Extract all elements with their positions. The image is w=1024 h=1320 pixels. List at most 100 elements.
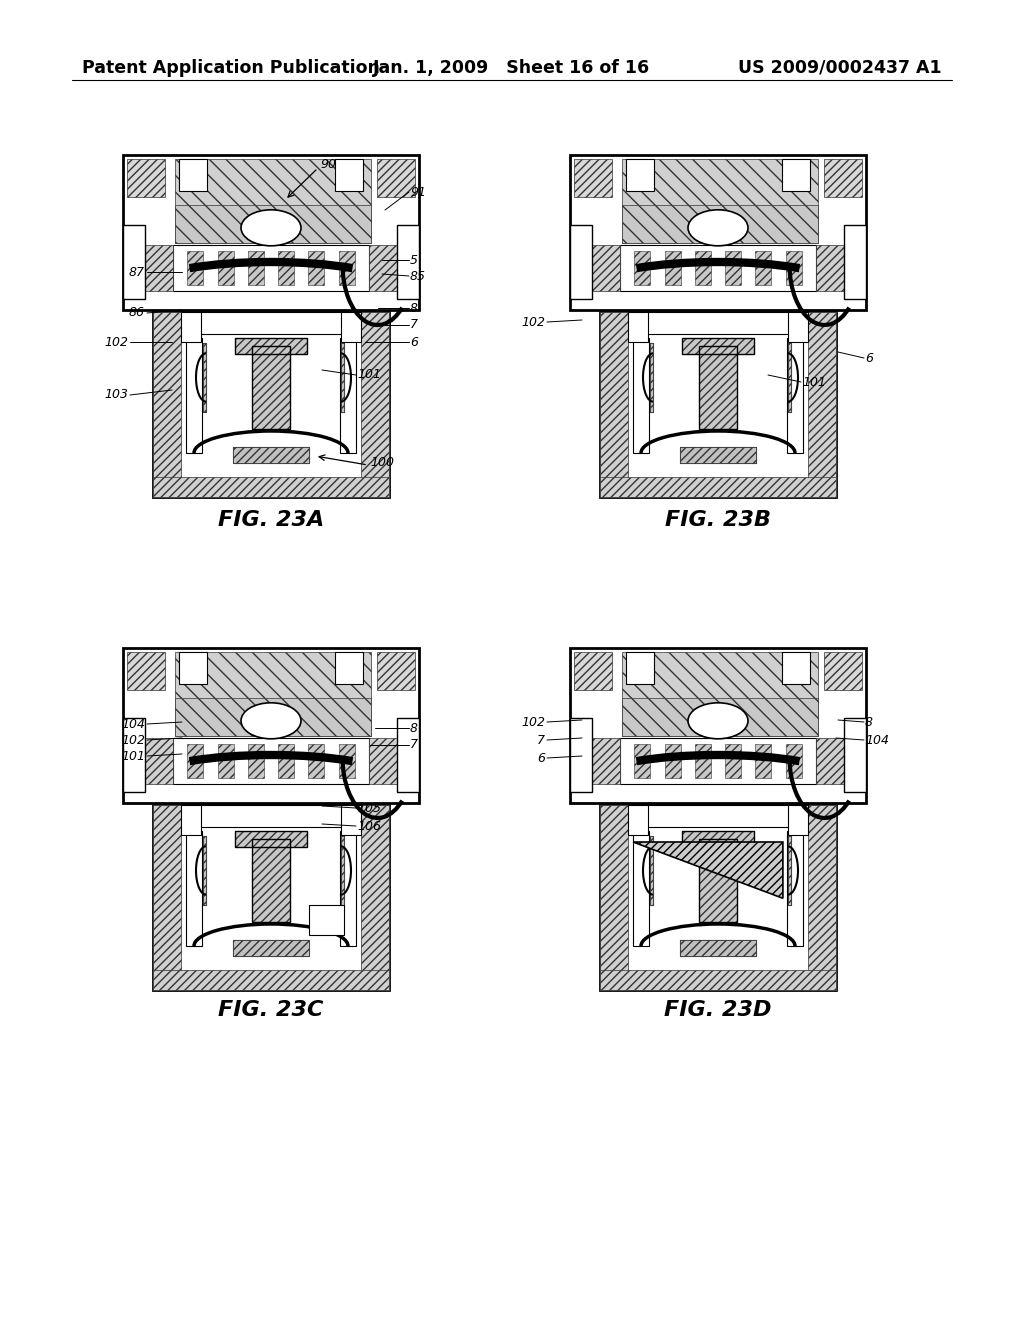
Bar <box>756 251 771 285</box>
Bar <box>234 832 307 847</box>
Bar <box>570 738 620 784</box>
Bar <box>680 940 756 956</box>
Text: FIG. 23B: FIG. 23B <box>665 510 771 531</box>
Bar <box>153 970 389 990</box>
Bar <box>646 805 790 828</box>
Bar <box>788 836 791 906</box>
Bar <box>123 246 173 290</box>
Bar <box>600 312 628 498</box>
Bar <box>699 840 737 921</box>
Bar <box>646 312 790 334</box>
Bar <box>340 832 356 946</box>
Bar <box>699 346 737 429</box>
Bar <box>397 718 419 792</box>
Text: 8: 8 <box>410 722 418 734</box>
Bar <box>153 312 389 498</box>
Bar <box>203 836 206 906</box>
Bar <box>123 154 419 310</box>
Bar <box>570 718 592 792</box>
Bar <box>620 246 816 290</box>
Bar <box>199 312 343 334</box>
Bar <box>187 251 204 285</box>
Bar <box>153 477 389 498</box>
Text: 5: 5 <box>410 253 418 267</box>
Bar <box>622 652 818 737</box>
Bar <box>782 158 810 191</box>
Bar <box>570 154 866 310</box>
Bar <box>570 648 866 803</box>
Text: 101: 101 <box>357 368 381 381</box>
Bar <box>633 832 649 946</box>
Bar <box>252 346 290 429</box>
Bar <box>816 738 866 784</box>
Bar <box>181 805 201 836</box>
Bar <box>680 447 756 463</box>
Bar <box>234 338 307 354</box>
Bar <box>123 648 419 803</box>
Bar <box>179 652 207 684</box>
Bar <box>622 698 818 737</box>
Bar <box>574 158 612 197</box>
Text: 104: 104 <box>121 718 145 730</box>
Bar <box>622 205 818 243</box>
Bar <box>234 338 307 354</box>
Text: 91: 91 <box>410 186 426 198</box>
Bar <box>816 246 866 290</box>
Bar <box>341 836 344 906</box>
Text: 86: 86 <box>129 306 145 319</box>
Text: 105: 105 <box>357 801 381 814</box>
Text: 8: 8 <box>865 715 873 729</box>
Ellipse shape <box>241 210 301 246</box>
Bar <box>175 652 371 737</box>
Bar <box>725 251 741 285</box>
Bar <box>341 343 344 412</box>
Bar <box>787 832 803 946</box>
Bar <box>682 338 754 354</box>
Text: Patent Application Publication: Patent Application Publication <box>82 59 380 77</box>
Bar <box>339 251 354 285</box>
Bar <box>756 744 771 777</box>
Bar <box>785 744 802 777</box>
Bar <box>175 158 371 243</box>
Bar <box>181 805 361 970</box>
Bar <box>173 246 369 290</box>
Bar <box>187 744 204 777</box>
Bar <box>620 738 816 784</box>
Bar <box>682 832 754 847</box>
Text: 101: 101 <box>121 750 145 763</box>
Text: 102: 102 <box>521 715 545 729</box>
Bar <box>341 343 344 412</box>
Bar <box>181 312 201 342</box>
Bar <box>279 744 294 777</box>
Text: 100: 100 <box>370 455 394 469</box>
Bar <box>788 312 808 342</box>
Bar <box>377 158 415 197</box>
Bar <box>628 805 648 836</box>
Bar <box>361 312 389 498</box>
Bar <box>203 343 206 412</box>
Bar <box>123 738 173 784</box>
Bar <box>217 251 233 285</box>
Bar <box>203 343 206 412</box>
Bar <box>308 251 325 285</box>
Text: 101: 101 <box>802 375 826 388</box>
Bar <box>788 343 791 412</box>
Bar <box>340 338 356 453</box>
Bar <box>570 224 592 300</box>
Bar <box>600 970 836 990</box>
Bar <box>699 346 737 429</box>
Text: 6: 6 <box>410 335 418 348</box>
Polygon shape <box>633 842 783 899</box>
Text: FIG. 23C: FIG. 23C <box>218 1001 324 1020</box>
Bar <box>234 832 307 847</box>
Text: Jan. 1, 2009   Sheet 16 of 16: Jan. 1, 2009 Sheet 16 of 16 <box>374 59 650 77</box>
Bar <box>695 251 711 285</box>
Bar <box>123 718 145 792</box>
Bar <box>844 718 866 792</box>
Bar <box>173 738 369 784</box>
Bar <box>787 338 803 453</box>
Text: 6: 6 <box>865 351 873 364</box>
Bar <box>153 805 389 990</box>
Bar <box>824 158 862 197</box>
Ellipse shape <box>688 210 748 246</box>
